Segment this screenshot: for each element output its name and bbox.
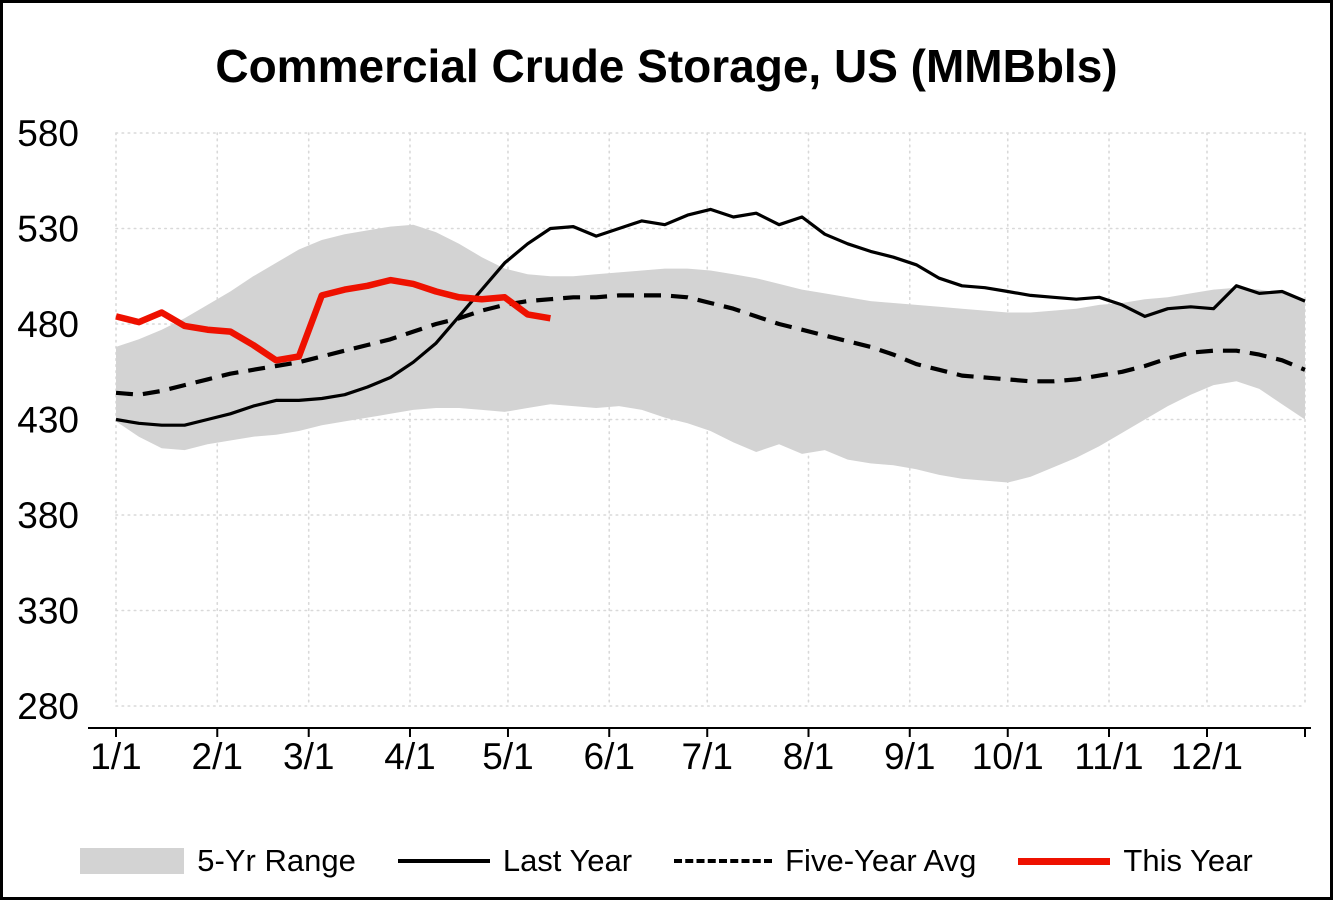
y-tick-label: 280 [17,686,79,727]
five-year-range-band [116,224,1305,483]
x-tick-label: 9/1 [884,736,935,777]
chart-canvas: 280 330 380 430 480 530 580 1/1 2/1 3/1 4/1 5/1 6/1 7… [17,113,1311,777]
legend-swatch-five-year-avg [674,859,773,863]
y-tick-label: 430 [17,400,79,441]
x-tick-label: 6/1 [584,736,635,777]
y-tick-label: 380 [17,495,79,536]
legend: 5-Yr Range Last Year Five-Year Avg This … [3,843,1330,879]
legend-item-last-year: Last Year [397,843,633,879]
y-tick-label: 580 [17,113,79,154]
legend-item-range: 5-Yr Range [80,843,356,879]
x-tick-label: 10/1 [972,736,1044,777]
x-tick-label: 12/1 [1171,736,1243,777]
last-year-line [115,207,1306,427]
x-tick-label: 11/1 [1074,736,1143,777]
legend-item-this-year: This Year [1018,843,1253,879]
legend-label-last-year: Last Year [502,843,633,878]
y-tick-label: 530 [17,209,79,250]
x-tick-label: 2/1 [192,736,243,777]
legend-item-five-year-avg: Five-Year Avg [674,843,976,879]
x-tick-label: 4/1 [384,736,435,777]
legend-swatch-range [80,848,185,874]
legend-swatch-last-year [397,859,490,863]
x-tick-label: 3/1 [283,736,334,777]
legend-swatch-this-year [1018,857,1111,865]
x-tick-label: 1/1 [90,736,141,777]
legend-label-five-year-avg: Five-Year Avg [785,843,977,878]
legend-label-this-year: This Year [1123,843,1253,878]
five-year-avg-line [115,293,1306,397]
this-year-line [115,276,551,364]
x-tick-label: 5/1 [482,736,533,777]
y-tick-label: 480 [17,304,79,345]
x-tick-label: 7/1 [682,736,733,777]
x-tick-label: 8/1 [783,736,834,777]
y-tick-label: 330 [17,591,79,632]
legend-label-range: 5-Yr Range [197,843,356,878]
chart-title: Commercial Crude Storage, US (MMBbls) [215,40,1118,92]
